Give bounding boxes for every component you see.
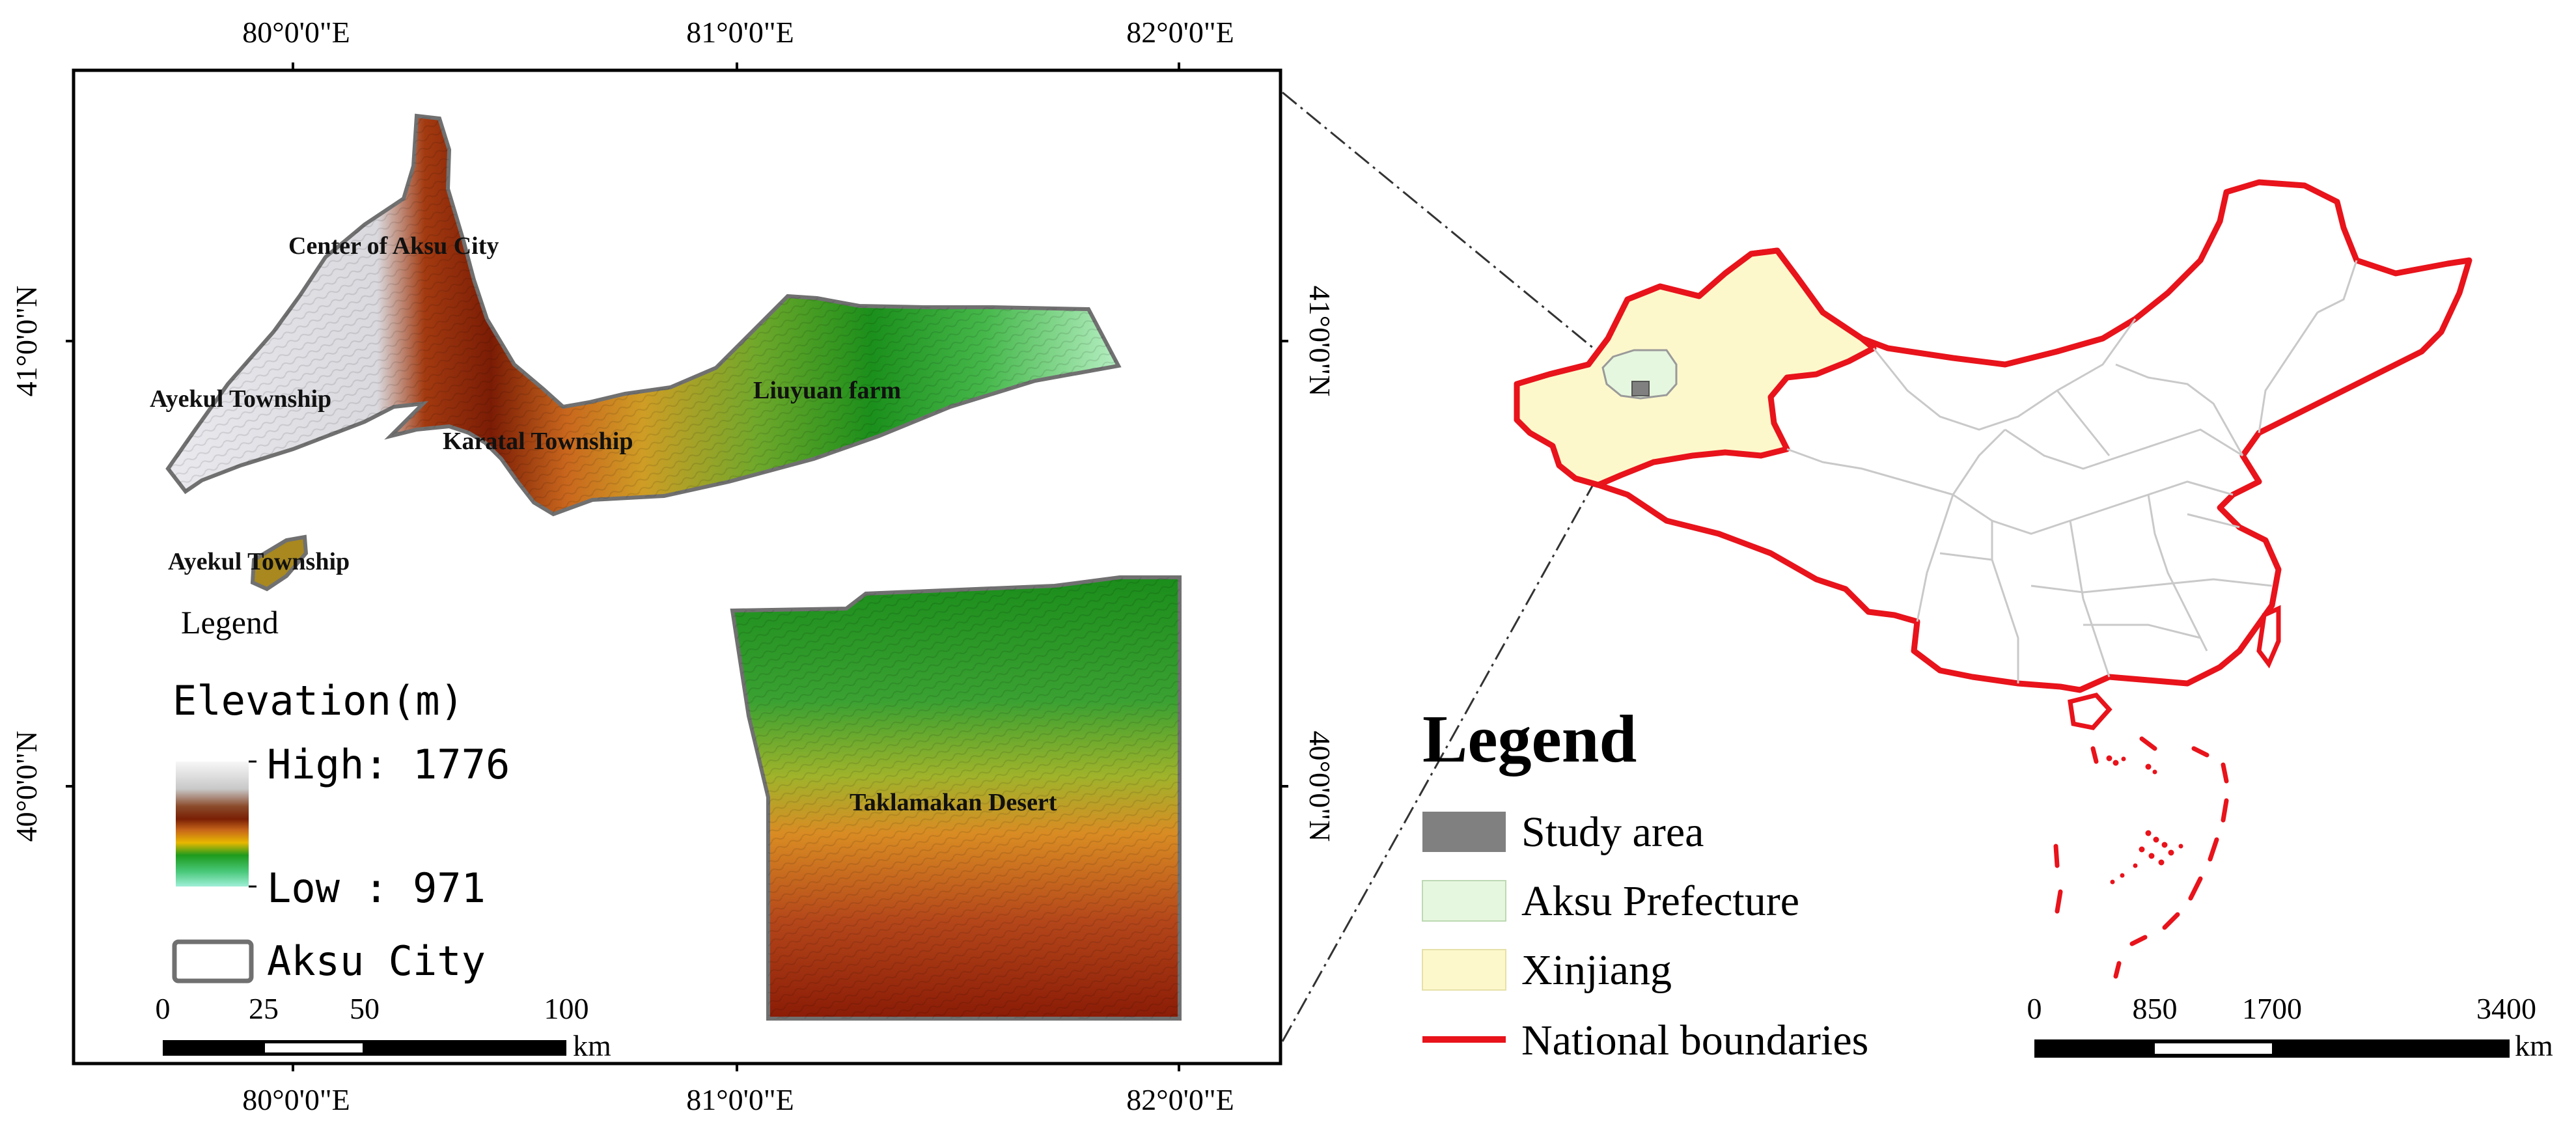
lon-label-bottom-80: 80°0'0"E: [242, 1083, 350, 1116]
elevation-low-label: Low : 971: [267, 864, 486, 912]
legend-label-aksu-prefecture: Aksu Prefecture: [1521, 877, 1799, 925]
scale-tick-25: 25: [249, 992, 279, 1025]
study-area-marker: [1631, 381, 1650, 396]
legend-swatch-aksu-prefecture: [1422, 880, 1506, 922]
right-scale-tick-850: 850: [2133, 992, 2178, 1025]
left-map-ticks: [66, 62, 1288, 1071]
elevation-color-ramp: [176, 762, 249, 887]
legend-label-study-area: Study area: [1521, 808, 1704, 856]
scale-unit-km: km: [573, 1029, 611, 1062]
elevation-title: Elevation(m): [173, 677, 464, 724]
inset-connector-lines: [1281, 91, 1645, 1042]
south-china-sea-islands: [2053, 736, 2229, 979]
province-boundaries: [1786, 260, 2358, 683]
label-center-aksu: Center of Aksu City: [288, 232, 499, 260]
aksu-prefecture-region: [1601, 349, 1678, 400]
hainan-island: [2068, 693, 2112, 730]
left-legend-title: Legend: [181, 604, 279, 640]
scale-tick-0: 0: [156, 992, 171, 1025]
left-map-panel: 80°0'0"E 81°0'0"E 82°0'0"E 80°0'0"E 81°0…: [10, 16, 1336, 1116]
elevation-high-label: High: 1776: [267, 741, 510, 788]
scale-tick-50: 50: [350, 992, 380, 1025]
xinjiang-region: [1514, 247, 1877, 488]
right-scale-tick-0: 0: [2027, 992, 2042, 1025]
right-scale-tick-3400: 3400: [2476, 992, 2536, 1025]
aksu-city-legend-label: Aksu City: [267, 937, 486, 985]
lon-label-top-81: 81°0'0"E: [686, 16, 794, 49]
right-scalebar: 0 850 1700 3400 km: [2027, 992, 2554, 1062]
taiwan-island: [2256, 605, 2281, 668]
left-legend: Legend Elevation(m) High: 1776 Low : 971…: [172, 604, 510, 985]
aksu-city-swatch: [172, 939, 254, 983]
lat-label-right-41: 41°0'0"N: [1303, 286, 1336, 397]
legend-swatch-study-area: [1422, 812, 1506, 852]
left-scalebar: 0 25 50 100 km: [156, 992, 612, 1062]
lat-label-right-40: 40°0'0"N: [1303, 731, 1336, 842]
legend-label-xinjiang: Xinjiang: [1521, 946, 1672, 994]
lon-label-top-82: 82°0'0"E: [1126, 16, 1234, 49]
right-scale-tick-1700: 1700: [2242, 992, 2302, 1025]
lat-label-left-40: 40°0'0"N: [10, 731, 43, 842]
legend-swatch-xinjiang: [1422, 949, 1506, 991]
legend-label-national-boundaries: National boundaries: [1521, 1017, 1868, 1064]
lon-label-bottom-81: 81°0'0"E: [686, 1083, 794, 1116]
right-scale-unit-km: km: [2515, 1029, 2553, 1062]
label-liuyuan: Liuyuan farm: [753, 377, 901, 404]
right-legend: Legend Study area Aksu Prefecture Xinjia…: [1422, 702, 1868, 1064]
label-taklamakan: Taklamakan Desert: [850, 789, 1057, 816]
lon-label-bottom-82: 82°0'0"E: [1126, 1083, 1234, 1116]
scale-tick-100: 100: [544, 992, 589, 1025]
label-karatal: Karatal Township: [443, 428, 633, 455]
label-ayekul-2: Ayekul Township: [168, 548, 350, 575]
ayekul-exclave-polygon: [250, 534, 309, 592]
lat-label-left-41: 41°0'0"N: [10, 286, 43, 397]
lon-label-top-80: 80°0'0"E: [242, 16, 350, 49]
label-ayekul-1: Ayekul Township: [150, 385, 331, 413]
china-inset-map: [1514, 179, 2472, 979]
right-legend-title: Legend: [1422, 702, 1637, 777]
